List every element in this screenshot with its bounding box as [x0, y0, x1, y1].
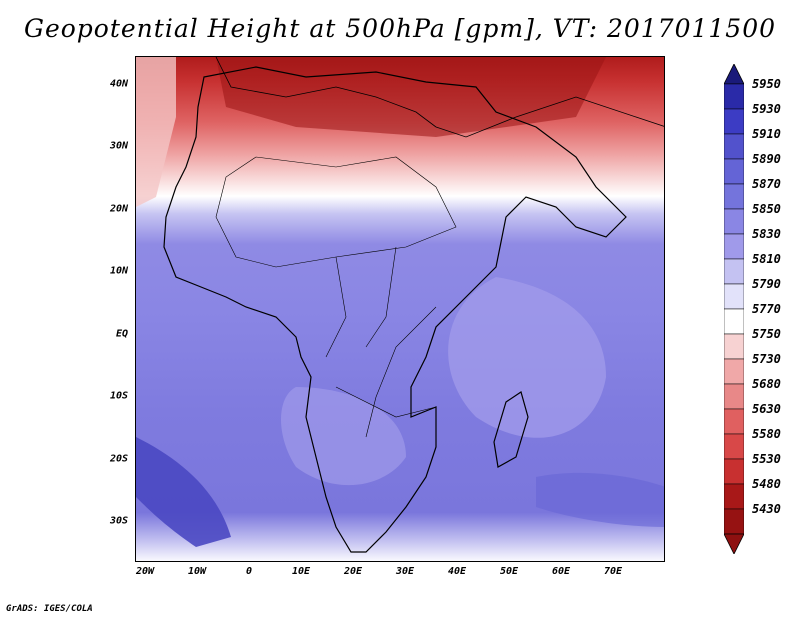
grads-credit: GrADS: IGES/COLA: [6, 604, 93, 614]
colorbar-segment: [724, 508, 744, 535]
colorbar-segment: [724, 233, 744, 260]
colorbar-label-5580: 5580: [752, 427, 781, 441]
colorbar-label-5830: 5830: [752, 227, 781, 241]
colorbar-bottom-arrow: [724, 533, 744, 554]
colorbar-segment: [724, 183, 744, 210]
colorbar-label-5630: 5630: [752, 402, 781, 416]
mediterranean-coast: [215, 57, 437, 128]
field-patch-south: [281, 387, 406, 486]
lon-label-10e: 10E: [291, 566, 311, 577]
colorbar-label-5950: 5950: [752, 77, 781, 91]
colorbar-segment: [724, 308, 744, 335]
geopotential-field: [136, 57, 664, 561]
lat-label-20s: 20S: [109, 453, 128, 465]
country-borders: [325, 246, 437, 438]
lat-label-10n: 10N: [109, 265, 128, 277]
colorbar-segment: [724, 458, 744, 485]
colorbar-segment: [724, 283, 744, 310]
africa-coastline: [163, 66, 627, 553]
colorbar-segment: [724, 408, 744, 435]
colorbar-segment: [724, 108, 744, 135]
colorbar-segment: [724, 208, 744, 235]
colorbar-label-5530: 5530: [752, 452, 781, 466]
chart-title: Geopotential Height at 500hPa [gpm], VT:…: [23, 14, 777, 43]
colorbar-label-5850: 5850: [752, 202, 781, 216]
lon-label-10w: 10W: [187, 566, 207, 577]
colorbar-label-5750: 5750: [752, 327, 781, 341]
lon-label-20e: 20E: [343, 566, 363, 577]
colorbar-label-5930: 5930: [752, 102, 781, 116]
madagascar-outline: [493, 391, 529, 468]
colorbar-segment: [724, 358, 744, 385]
colorbar-label-5910: 5910: [752, 127, 781, 141]
colorbar-label-5730: 5730: [752, 352, 781, 366]
colorbar-segment: [724, 383, 744, 410]
colorbar: [724, 64, 744, 554]
colorbar-segment: [724, 433, 744, 460]
colorbar-label-5770: 5770: [752, 302, 781, 316]
colorbar-segment: [724, 258, 744, 285]
sahara-borders: [215, 156, 457, 268]
colorbar-label-5680: 5680: [752, 377, 781, 391]
colorbar-segment: [724, 158, 744, 185]
field-patch-east: [448, 277, 606, 438]
lat-label-20n: 20N: [109, 203, 128, 215]
lon-label-20w: 20W: [135, 566, 155, 577]
colorbar-segment: [724, 133, 744, 160]
lat-label-eq: EQ: [115, 328, 128, 340]
field-patch-southwest: [136, 437, 231, 547]
colorbar-label-5890: 5890: [752, 152, 781, 166]
lon-label-60e: 60E: [551, 566, 571, 577]
middle-east-coast: [435, 96, 664, 138]
colorbar-label-5790: 5790: [752, 277, 781, 291]
colorbar-segment: [724, 83, 744, 110]
field-patch-west: [136, 57, 176, 207]
lon-label-70e: 70E: [603, 566, 623, 577]
lat-label-10s: 10S: [109, 390, 128, 402]
lon-label-50e: 50E: [499, 566, 519, 577]
map-panel: [135, 56, 665, 562]
colorbar-label-5870: 5870: [752, 177, 781, 191]
colorbar-segment: [724, 483, 744, 510]
field-patch-southeast: [536, 472, 664, 527]
lat-label-30s: 30S: [109, 515, 128, 527]
colorbar-label-5810: 5810: [752, 252, 781, 266]
colorbar-segment: [724, 333, 744, 360]
colorbar-label-5430: 5430: [752, 502, 781, 516]
colorbar-top-arrow: [724, 64, 744, 85]
lon-label-30e: 30E: [395, 566, 415, 577]
lon-label-0: 0: [245, 566, 253, 577]
lat-label-30n: 30N: [109, 140, 128, 152]
lon-label-40e: 40E: [447, 566, 467, 577]
lat-label-40n: 40N: [109, 78, 128, 90]
colorbar-label-5480: 5480: [752, 477, 781, 491]
